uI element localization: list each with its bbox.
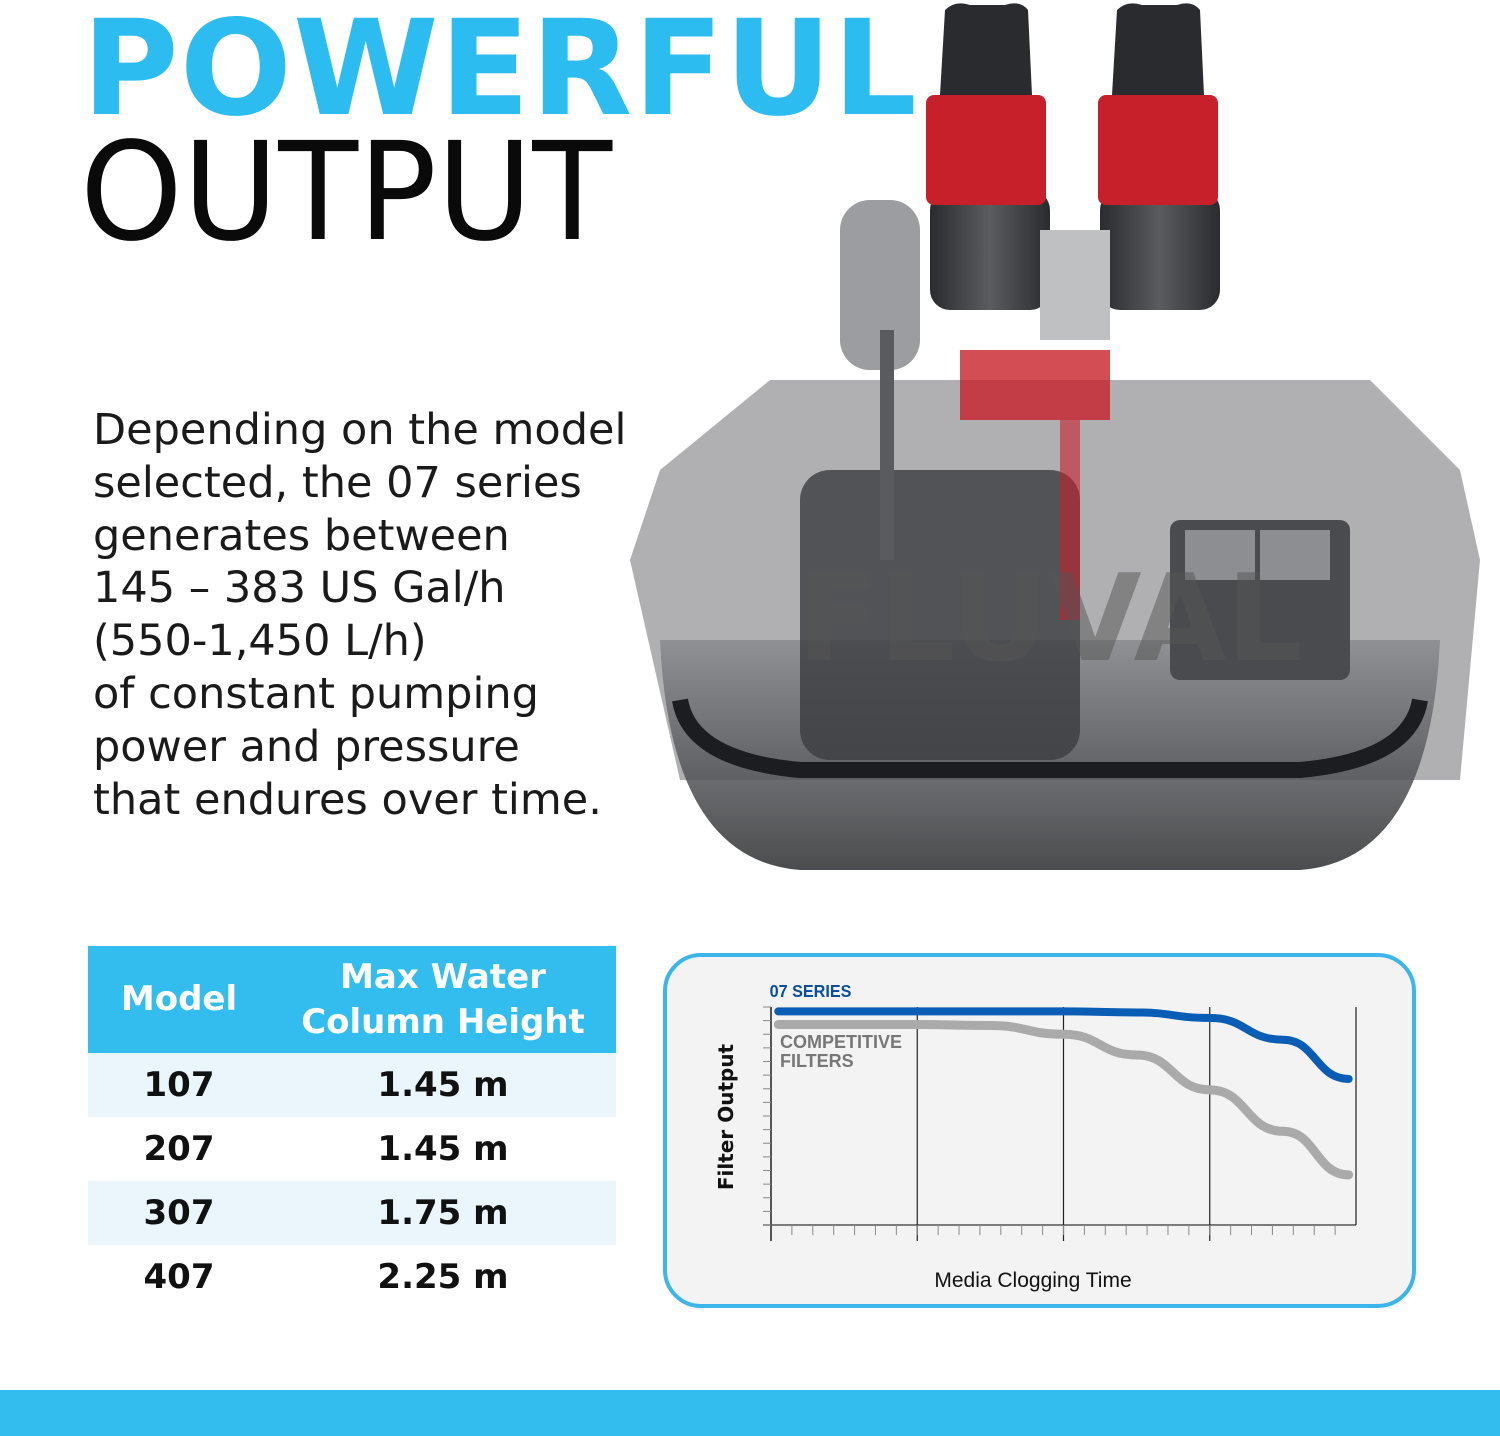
cell-model: 107 — [143, 1065, 215, 1105]
heading-powerful: POWERFUL — [82, 0, 918, 146]
description-line: (550-1,450 L/h) — [93, 616, 427, 667]
cell-model: 407 — [143, 1257, 215, 1297]
description: Depending on the model selected, the 07 … — [93, 404, 653, 826]
table-row: 207 1.45 m — [88, 1117, 616, 1181]
brand-logo-text: FLUVAL — [797, 550, 1303, 689]
series-line-07-series — [774, 1007, 1353, 1083]
description-line: power and pressure — [93, 721, 520, 772]
header-max-water-column-height: Max Water Column Height — [270, 955, 616, 1045]
description-line: generates between — [93, 510, 510, 561]
y-axis-label: Filter Output — [714, 1043, 738, 1190]
description-line: selected, the 07 series — [93, 457, 582, 508]
bottom-accent-bar — [0, 1390, 1500, 1436]
legend-competitive-line: COMPETITIVE — [780, 1032, 902, 1052]
legend-filters-line: FILTERS — [780, 1051, 854, 1071]
header-model: Model — [120, 979, 238, 1019]
cell-model: 307 — [143, 1193, 215, 1233]
table-row: 407 2.25 m — [88, 1245, 616, 1309]
model-table: Model Max Water Column Height 107 1.45 m … — [88, 946, 616, 1309]
cell-height: 1.45 m — [377, 1065, 509, 1105]
description-line: Depending on the model — [93, 405, 627, 455]
table-body: 107 1.45 m 207 1.45 m 307 1.75 m 407 2.25 m — [88, 1053, 616, 1309]
filter-output-chart: 07 SERIES COMPETITIVE FILTERS Filter Out… — [714, 981, 1357, 1292]
cell-height: 2.25 m — [377, 1257, 509, 1297]
table-row: 307 1.75 m — [88, 1181, 616, 1245]
cell-height: 1.75 m — [377, 1193, 509, 1233]
header-line: Max Water — [340, 956, 546, 997]
series-line-competitive-filters — [773, 1019, 1354, 1180]
cell-model: 207 — [143, 1129, 215, 1169]
description-line: that endures over time. — [93, 774, 602, 825]
description-line: of constant pumping — [93, 668, 539, 719]
canister-filter-image: FLUVAL — [630, 3, 1480, 870]
description-line: 145 – 383 US Gal/h — [93, 563, 506, 614]
cell-height: 1.45 m — [377, 1129, 509, 1169]
x-axis-label: Media Clogging Time — [934, 1269, 1131, 1292]
table-header: Model Max Water Column Height — [88, 946, 616, 1053]
legend-07-series: 07 SERIES — [770, 981, 852, 1001]
chart-panel: 07 SERIES COMPETITIVE FILTERS Filter Out… — [663, 953, 1416, 1308]
heading-output: OUTPUT — [80, 114, 613, 272]
table-row: 107 1.45 m — [88, 1053, 616, 1117]
header-line: Column Height — [301, 1001, 585, 1042]
